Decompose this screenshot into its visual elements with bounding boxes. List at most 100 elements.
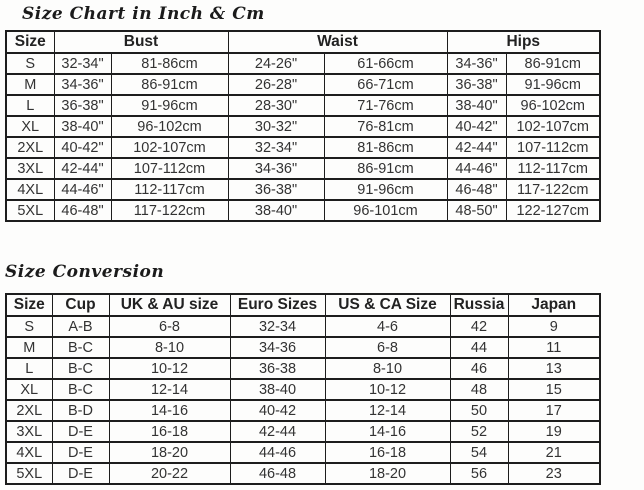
us-ca-cell: 16-18 — [324, 441, 451, 464]
bust-inch-cell: 32-34" — [53, 52, 112, 75]
table-row: 2XL B-D 14-16 40-42 12-14 50 17 — [5, 399, 601, 422]
hips-cm-cell: 112-117cm — [505, 157, 601, 180]
column-header-uk-au: UK & AU size — [108, 293, 231, 317]
japan-cell: 13 — [507, 357, 601, 380]
russia-cell: 48 — [449, 378, 509, 401]
bust-cm-cell: 91-96cm — [110, 94, 229, 117]
japan-cell: 19 — [507, 420, 601, 443]
size-cell: 5XL — [5, 199, 55, 222]
waist-inch-cell: 24-26" — [227, 52, 325, 75]
size-cell: S — [5, 52, 55, 75]
uk-au-cell: 12-14 — [108, 378, 231, 401]
bust-inch-cell: 40-42" — [53, 136, 112, 159]
column-header-cup: Cup — [51, 293, 110, 317]
japan-cell: 21 — [507, 441, 601, 464]
euro-cell: 36-38 — [229, 357, 326, 380]
table-row: 3XL D-E 16-18 42-44 14-16 52 19 — [5, 420, 601, 443]
column-header-euro: Euro Sizes — [229, 293, 326, 317]
bust-cm-cell: 112-117cm — [110, 178, 229, 201]
size-cell: L — [5, 357, 53, 380]
russia-cell: 54 — [449, 441, 509, 464]
column-header-waist: Waist — [227, 30, 448, 54]
table-row: 5XL 46-48" 117-122cm 38-40" 96-101cm 48-… — [5, 199, 601, 222]
column-header-us-ca: US & CA Size — [324, 293, 451, 317]
euro-cell: 42-44 — [229, 420, 326, 443]
waist-inch-cell: 26-28" — [227, 73, 325, 96]
waist-cm-cell: 91-96cm — [323, 178, 448, 201]
size-cell: XL — [5, 115, 55, 138]
column-header-hips: Hips — [446, 30, 601, 54]
cup-cell: A-B — [51, 315, 110, 338]
hips-inch-cell: 34-36" — [446, 52, 507, 75]
waist-cm-cell: 71-76cm — [323, 94, 448, 117]
japan-cell: 17 — [507, 399, 601, 422]
us-ca-cell: 6-8 — [324, 336, 451, 359]
bust-cm-cell: 96-102cm — [110, 115, 229, 138]
russia-cell: 46 — [449, 357, 509, 380]
bust-cm-cell: 86-91cm — [110, 73, 229, 96]
hips-cm-cell: 102-107cm — [505, 115, 601, 138]
waist-cm-cell: 86-91cm — [323, 157, 448, 180]
us-ca-cell: 10-12 — [324, 378, 451, 401]
cup-cell: D-E — [51, 420, 110, 443]
cup-cell: B-C — [51, 357, 110, 380]
euro-cell: 34-36 — [229, 336, 326, 359]
waist-cm-cell: 61-66cm — [323, 52, 448, 75]
uk-au-cell: 18-20 — [108, 441, 231, 464]
hips-cm-cell: 107-112cm — [505, 136, 601, 159]
size-cell: 4XL — [5, 178, 55, 201]
waist-inch-cell: 36-38" — [227, 178, 325, 201]
hips-inch-cell: 40-42" — [446, 115, 507, 138]
russia-cell: 56 — [449, 462, 509, 485]
size-conversion-header-row: Size Cup UK & AU size Euro Sizes US & CA… — [5, 293, 601, 317]
size-cell: S — [5, 315, 53, 338]
table-row: 2XL 40-42" 102-107cm 32-34" 81-86cm 42-4… — [5, 136, 601, 159]
cup-cell: B-C — [51, 336, 110, 359]
hips-inch-cell: 36-38" — [446, 73, 507, 96]
euro-cell: 32-34 — [229, 315, 326, 338]
size-cell: 5XL — [5, 462, 53, 485]
table-row: L 36-38" 91-96cm 28-30" 71-76cm 38-40" 9… — [5, 94, 601, 117]
size-conversion-table: Size Cup UK & AU size Euro Sizes US & CA… — [5, 293, 601, 485]
table-row: XL B-C 12-14 38-40 10-12 48 15 — [5, 378, 601, 401]
column-header-japan: Japan — [507, 293, 601, 317]
column-header-bust: Bust — [53, 30, 229, 54]
hips-cm-cell: 122-127cm — [505, 199, 601, 222]
bust-cm-cell: 117-122cm — [110, 199, 229, 222]
size-cell: M — [5, 336, 53, 359]
euro-cell: 40-42 — [229, 399, 326, 422]
table-row: S 32-34" 81-86cm 24-26" 61-66cm 34-36" 8… — [5, 52, 601, 75]
bust-inch-cell: 34-36" — [53, 73, 112, 96]
euro-cell: 38-40 — [229, 378, 326, 401]
size-chart-table: Size Bust Waist Hips S 32-34" 81-86cm 24… — [5, 30, 601, 222]
bust-inch-cell: 38-40" — [53, 115, 112, 138]
table-row: M 34-36" 86-91cm 26-28" 66-71cm 36-38" 9… — [5, 73, 601, 96]
japan-cell: 11 — [507, 336, 601, 359]
cup-cell: D-E — [51, 441, 110, 464]
column-header-russia: Russia — [449, 293, 509, 317]
hips-inch-cell: 42-44" — [446, 136, 507, 159]
waist-cm-cell: 81-86cm — [323, 136, 448, 159]
euro-cell: 44-46 — [229, 441, 326, 464]
russia-cell: 50 — [449, 399, 509, 422]
size-chart-title: Size Chart in Inch & Cm — [22, 4, 265, 24]
size-cell: 3XL — [5, 157, 55, 180]
hips-inch-cell: 48-50" — [446, 199, 507, 222]
bust-inch-cell: 46-48" — [53, 199, 112, 222]
waist-cm-cell: 96-101cm — [323, 199, 448, 222]
russia-cell: 44 — [449, 336, 509, 359]
size-cell: 3XL — [5, 420, 53, 443]
size-cell: XL — [5, 378, 53, 401]
uk-au-cell: 14-16 — [108, 399, 231, 422]
bust-inch-cell: 36-38" — [53, 94, 112, 117]
table-row: XL 38-40" 96-102cm 30-32" 76-81cm 40-42"… — [5, 115, 601, 138]
table-row: 5XL D-E 20-22 46-48 18-20 56 23 — [5, 462, 601, 485]
bust-cm-cell: 81-86cm — [110, 52, 229, 75]
uk-au-cell: 10-12 — [108, 357, 231, 380]
hips-inch-cell: 46-48" — [446, 178, 507, 201]
table-row: 3XL 42-44" 107-112cm 34-36" 86-91cm 44-4… — [5, 157, 601, 180]
table-row: 4XL 44-46" 112-117cm 36-38" 91-96cm 46-4… — [5, 178, 601, 201]
size-conversion-title: Size Conversion — [5, 262, 165, 282]
us-ca-cell: 8-10 — [324, 357, 451, 380]
bust-cm-cell: 102-107cm — [110, 136, 229, 159]
